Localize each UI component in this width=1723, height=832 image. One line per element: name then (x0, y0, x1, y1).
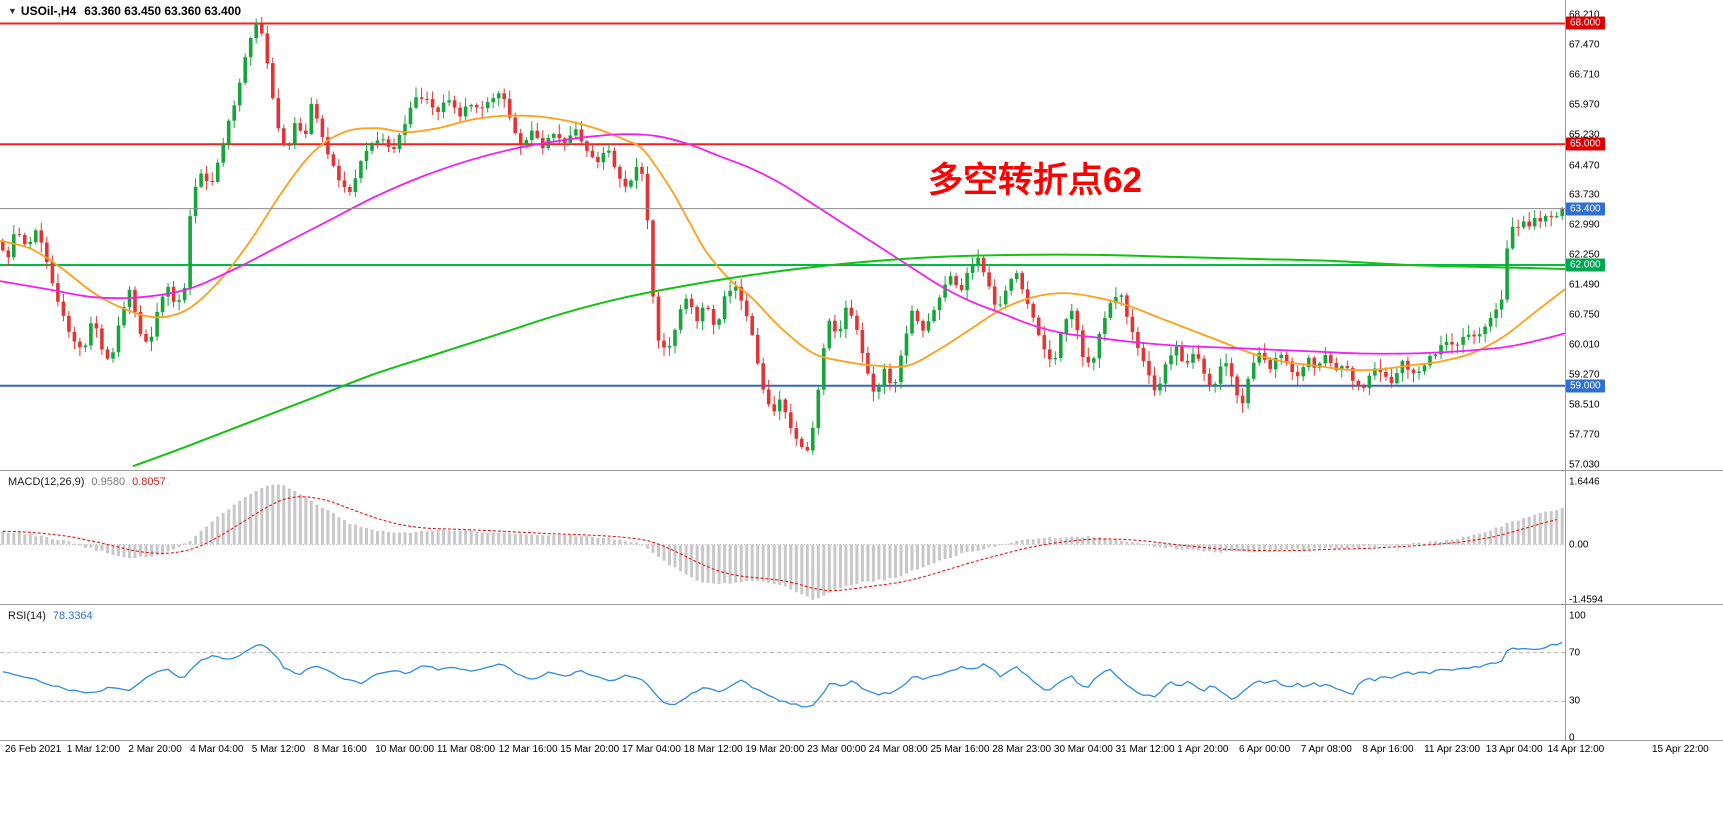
macd-signal-line (2, 496, 1557, 592)
rsi-tick-label: 70 (1569, 647, 1581, 659)
rsi-indicator-label: RSI(14) 78.3364 (8, 610, 93, 622)
time-axis-label: 11 Mar 08:00 (436, 744, 496, 755)
time-axis-label: 18 Mar 12:00 (683, 744, 743, 755)
price-tick-label: 59.270 (1569, 369, 1600, 381)
price-scale[interactable]: 68.210 67.470 66.710 65.970 65.230 64.470 63.7… (0, 0, 1723, 745)
price-line-badge: 63.400 (1566, 202, 1605, 216)
time-axis-label: 31 Mar 12:00 (1115, 744, 1175, 755)
price-tick-label: 60.010 (1569, 339, 1600, 351)
time-axis-label: 26 Feb 2021 (5, 744, 62, 755)
price-line-badge: 62.000 (1566, 258, 1605, 272)
ohlc-values: 63.360 63.450 63.360 63.400 (84, 4, 242, 18)
rsi-name: RSI(14) (8, 610, 46, 622)
ma-fast-orange (0, 114, 1566, 372)
rsi-levels (0, 652, 1565, 702)
time-axis-label: 24 Mar 08:00 (868, 744, 928, 755)
price-tick-label: 66.710 (1569, 69, 1600, 81)
macd-tick-label: 1.6446 (1569, 476, 1600, 488)
rsi-tick-label: 30 (1569, 695, 1581, 707)
macd-histogram (1, 484, 1564, 600)
time-axis-label: 28 Mar 23:00 (992, 744, 1052, 755)
time-axis-label: 12 Mar 16:00 (498, 744, 558, 755)
rsi-tick-label: 100 (1569, 610, 1586, 622)
horizontal-price-lines (0, 22, 1565, 387)
price-tick-label: 64.470 (1569, 160, 1600, 172)
time-axis-label: 10 Mar 00:00 (375, 744, 435, 755)
rsi-value: 78.3364 (52, 610, 93, 622)
time-axis-label: 19 Mar 20:00 (745, 744, 805, 755)
macd-signal (2, 496, 1557, 592)
time-axis-label: 4 Mar 04:00 (190, 744, 244, 755)
macd-signal-value: 0.8057 (132, 476, 166, 488)
time-axis-label: 8 Apr 16:00 (1362, 744, 1414, 755)
price-tick-label: 65.970 (1569, 99, 1600, 111)
ma-mid-magenta (0, 133, 1566, 355)
time-axis-label: 15 Mar 20:00 (560, 744, 620, 755)
price-line-badge: 65.000 (1566, 137, 1605, 151)
macd-name: MACD(12,26,9) (8, 476, 85, 488)
macd-tick-label: -1.4594 (1569, 594, 1603, 606)
price-line-badge: 59.000 (1566, 379, 1605, 393)
moving-averages (0, 114, 1566, 468)
time-axis-label: 25 Mar 16:00 (930, 744, 990, 755)
time-axis-label: 1 Mar 12:00 (66, 744, 121, 755)
symbol-collapse-icon[interactable]: ▼ (8, 6, 17, 16)
rsi-layer (2, 641, 1563, 708)
time-axis-label: 17 Mar 04:00 (622, 744, 681, 755)
time-axis-label: 30 Mar 04:00 (1053, 744, 1113, 755)
price-tick-label: 61.490 (1569, 279, 1600, 291)
price-tick-label: 62.250 (1569, 249, 1600, 261)
time-axis-label: 11 Apr 23:00 (1424, 744, 1481, 755)
price-tick-label: 65.230 (1569, 129, 1600, 141)
rsi-line (2, 641, 1563, 708)
time-axis-label: 6 Apr 00:00 (1239, 744, 1291, 755)
macd-indicator-label: MACD(12,26,9) 0.9580 0.8057 (8, 476, 166, 488)
symbol-name: USOil-,H4 (20, 4, 77, 18)
time-axis-label: 5 Mar 12:00 (251, 744, 306, 755)
rsi-tick-label: 0 (1569, 732, 1575, 744)
time-axis-label: 7 Apr 08:00 (1300, 744, 1352, 755)
price-tick-label: 58.510 (1569, 399, 1600, 411)
ma-slow-green (132, 253, 1566, 468)
time-axis-label: 1 Apr 20:00 (1177, 744, 1229, 755)
chart-title: ▼ USOil-,H4 63.360 63.450 63.360 63.400 (8, 4, 241, 18)
time-axis-label: 2 Mar 20:00 (128, 744, 182, 755)
annotation-text: 多空转折点62 (928, 161, 1142, 200)
panel-separators (0, 0, 1723, 741)
price-line-badge: 68.000 (1566, 16, 1605, 30)
price-tick-label: 63.730 (1569, 189, 1600, 201)
price-tick-label: 67.470 (1569, 39, 1600, 51)
price-tick-label: 57.030 (1569, 459, 1600, 471)
time-axis-label: 15 Apr 22:00 (1652, 744, 1709, 755)
time-axis[interactable]: 26 Feb 2021 1 Mar 12:00 2 Mar 20:00 4 Mar 0… (0, 744, 1723, 760)
time-axis-label: 13 Apr 04:00 (1485, 744, 1543, 755)
price-tick-label: 60.750 (1569, 309, 1600, 321)
price-tick-label: 57.770 (1569, 429, 1600, 441)
time-axis-label: 14 Apr 12:00 (1547, 744, 1605, 755)
price-tick-label: 68.210 (1569, 9, 1600, 21)
time-axis-label: 23 Mar 00:00 (807, 744, 867, 755)
price-tick-label: 62.990 (1569, 219, 1600, 231)
macd-tick-label: 0.00 (1569, 539, 1589, 551)
time-axis-label: 8 Mar 16:00 (313, 744, 367, 755)
macd-main-value: 0.9580 (91, 476, 126, 488)
